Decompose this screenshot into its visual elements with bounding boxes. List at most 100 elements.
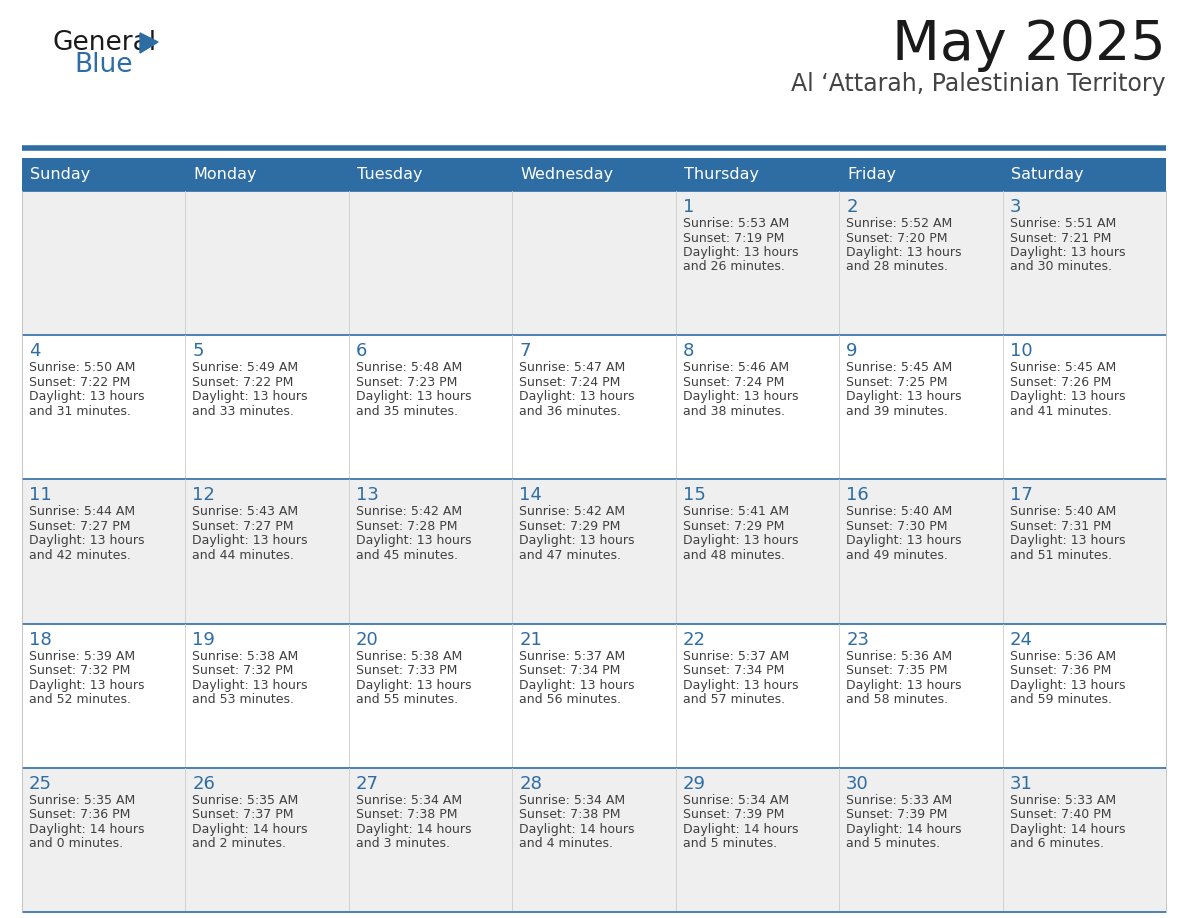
Text: Sunset: 7:22 PM: Sunset: 7:22 PM [192, 375, 293, 388]
Bar [23, 158, 185, 191]
Bar [1003, 158, 1165, 191]
Text: Sunrise: 5:53 AM: Sunrise: 5:53 AM [683, 217, 789, 230]
Bar [349, 479, 512, 623]
Bar [676, 158, 839, 191]
Text: Saturday: Saturday [1011, 167, 1083, 182]
Text: 11: 11 [29, 487, 52, 504]
Bar [349, 191, 512, 335]
Text: 23: 23 [846, 631, 870, 649]
Text: Sunset: 7:31 PM: Sunset: 7:31 PM [1010, 520, 1111, 533]
Bar [839, 335, 1003, 479]
Bar [512, 191, 676, 335]
Text: and 28 minutes.: and 28 minutes. [846, 261, 948, 274]
Text: Daylight: 14 hours: Daylight: 14 hours [356, 823, 472, 835]
Text: Sunrise: 5:34 AM: Sunrise: 5:34 AM [683, 794, 789, 807]
Text: 6: 6 [356, 342, 367, 360]
Text: 21: 21 [519, 631, 542, 649]
Text: 3: 3 [1010, 198, 1020, 216]
Text: Sunrise: 5:34 AM: Sunrise: 5:34 AM [356, 794, 462, 807]
Text: Sunrise: 5:42 AM: Sunrise: 5:42 AM [519, 506, 625, 519]
Text: Daylight: 13 hours: Daylight: 13 hours [519, 534, 634, 547]
Text: Daylight: 14 hours: Daylight: 14 hours [1010, 823, 1125, 835]
Text: Sunset: 7:40 PM: Sunset: 7:40 PM [1010, 809, 1111, 822]
Text: Daylight: 13 hours: Daylight: 13 hours [846, 246, 961, 259]
Text: and 3 minutes.: and 3 minutes. [356, 837, 450, 850]
Text: Daylight: 13 hours: Daylight: 13 hours [519, 390, 634, 403]
Text: 25: 25 [29, 775, 52, 793]
Text: Daylight: 13 hours: Daylight: 13 hours [846, 390, 961, 403]
Text: 29: 29 [683, 775, 706, 793]
Bar [839, 767, 1003, 912]
Text: 7: 7 [519, 342, 531, 360]
Text: Thursday: Thursday [684, 167, 759, 182]
Text: Sunrise: 5:45 AM: Sunrise: 5:45 AM [1010, 361, 1116, 375]
Text: Daylight: 13 hours: Daylight: 13 hours [683, 678, 798, 691]
Text: Tuesday: Tuesday [356, 167, 423, 182]
Text: 20: 20 [356, 631, 379, 649]
Text: Sunrise: 5:33 AM: Sunrise: 5:33 AM [846, 794, 953, 807]
Text: and 53 minutes.: and 53 minutes. [192, 693, 295, 706]
Text: 24: 24 [1010, 631, 1032, 649]
Text: and 38 minutes.: and 38 minutes. [683, 405, 785, 418]
Text: Sunrise: 5:35 AM: Sunrise: 5:35 AM [192, 794, 298, 807]
Text: Sunrise: 5:36 AM: Sunrise: 5:36 AM [1010, 650, 1116, 663]
Text: Sunrise: 5:46 AM: Sunrise: 5:46 AM [683, 361, 789, 375]
Bar [1003, 191, 1165, 335]
Bar [23, 767, 185, 912]
Text: Sunday: Sunday [30, 167, 90, 182]
Text: 26: 26 [192, 775, 215, 793]
Text: Sunset: 7:36 PM: Sunset: 7:36 PM [29, 809, 131, 822]
Text: and 58 minutes.: and 58 minutes. [846, 693, 948, 706]
Bar [676, 335, 839, 479]
Text: Daylight: 13 hours: Daylight: 13 hours [356, 390, 472, 403]
Text: Sunrise: 5:45 AM: Sunrise: 5:45 AM [846, 361, 953, 375]
Text: Sunset: 7:37 PM: Sunset: 7:37 PM [192, 809, 293, 822]
Polygon shape [140, 33, 158, 53]
Bar [676, 191, 839, 335]
Text: 12: 12 [192, 487, 215, 504]
Text: and 5 minutes.: and 5 minutes. [846, 837, 940, 850]
Text: Al ‘Attarah, Palestinian Territory: Al ‘Attarah, Palestinian Territory [791, 72, 1165, 96]
Text: 30: 30 [846, 775, 868, 793]
Text: 31: 31 [1010, 775, 1032, 793]
Text: and 41 minutes.: and 41 minutes. [1010, 405, 1112, 418]
Text: 28: 28 [519, 775, 542, 793]
Bar [1003, 623, 1165, 767]
Text: and 57 minutes.: and 57 minutes. [683, 693, 785, 706]
Text: Sunrise: 5:43 AM: Sunrise: 5:43 AM [192, 506, 298, 519]
Text: Sunrise: 5:41 AM: Sunrise: 5:41 AM [683, 506, 789, 519]
Text: Sunset: 7:33 PM: Sunset: 7:33 PM [356, 664, 457, 677]
Text: Wednesday: Wednesday [520, 167, 613, 182]
Text: Sunrise: 5:37 AM: Sunrise: 5:37 AM [519, 650, 626, 663]
Text: Friday: Friday [847, 167, 896, 182]
Bar [1003, 767, 1165, 912]
Bar [23, 479, 185, 623]
Text: 22: 22 [683, 631, 706, 649]
Text: Sunrise: 5:42 AM: Sunrise: 5:42 AM [356, 506, 462, 519]
Bar [839, 191, 1003, 335]
Text: Daylight: 13 hours: Daylight: 13 hours [1010, 246, 1125, 259]
Text: Sunset: 7:19 PM: Sunset: 7:19 PM [683, 231, 784, 244]
Text: Sunset: 7:34 PM: Sunset: 7:34 PM [683, 664, 784, 677]
Text: Daylight: 14 hours: Daylight: 14 hours [29, 823, 145, 835]
Text: Daylight: 13 hours: Daylight: 13 hours [29, 678, 145, 691]
Text: Sunrise: 5:50 AM: Sunrise: 5:50 AM [29, 361, 135, 375]
Text: Sunrise: 5:49 AM: Sunrise: 5:49 AM [192, 361, 298, 375]
Text: and 56 minutes.: and 56 minutes. [519, 693, 621, 706]
Text: 5: 5 [192, 342, 204, 360]
Text: and 45 minutes.: and 45 minutes. [356, 549, 457, 562]
Text: 15: 15 [683, 487, 706, 504]
Text: Sunset: 7:24 PM: Sunset: 7:24 PM [683, 375, 784, 388]
Text: May 2025: May 2025 [892, 18, 1165, 72]
Bar [512, 158, 676, 191]
Text: and 55 minutes.: and 55 minutes. [356, 693, 459, 706]
Text: Sunset: 7:24 PM: Sunset: 7:24 PM [519, 375, 620, 388]
Text: Sunrise: 5:36 AM: Sunrise: 5:36 AM [846, 650, 953, 663]
Text: Sunset: 7:27 PM: Sunset: 7:27 PM [192, 520, 293, 533]
Text: 17: 17 [1010, 487, 1032, 504]
Text: Daylight: 14 hours: Daylight: 14 hours [192, 823, 308, 835]
Text: Daylight: 13 hours: Daylight: 13 hours [846, 534, 961, 547]
Bar [23, 335, 185, 479]
Text: Daylight: 13 hours: Daylight: 13 hours [192, 390, 308, 403]
Bar [185, 767, 349, 912]
